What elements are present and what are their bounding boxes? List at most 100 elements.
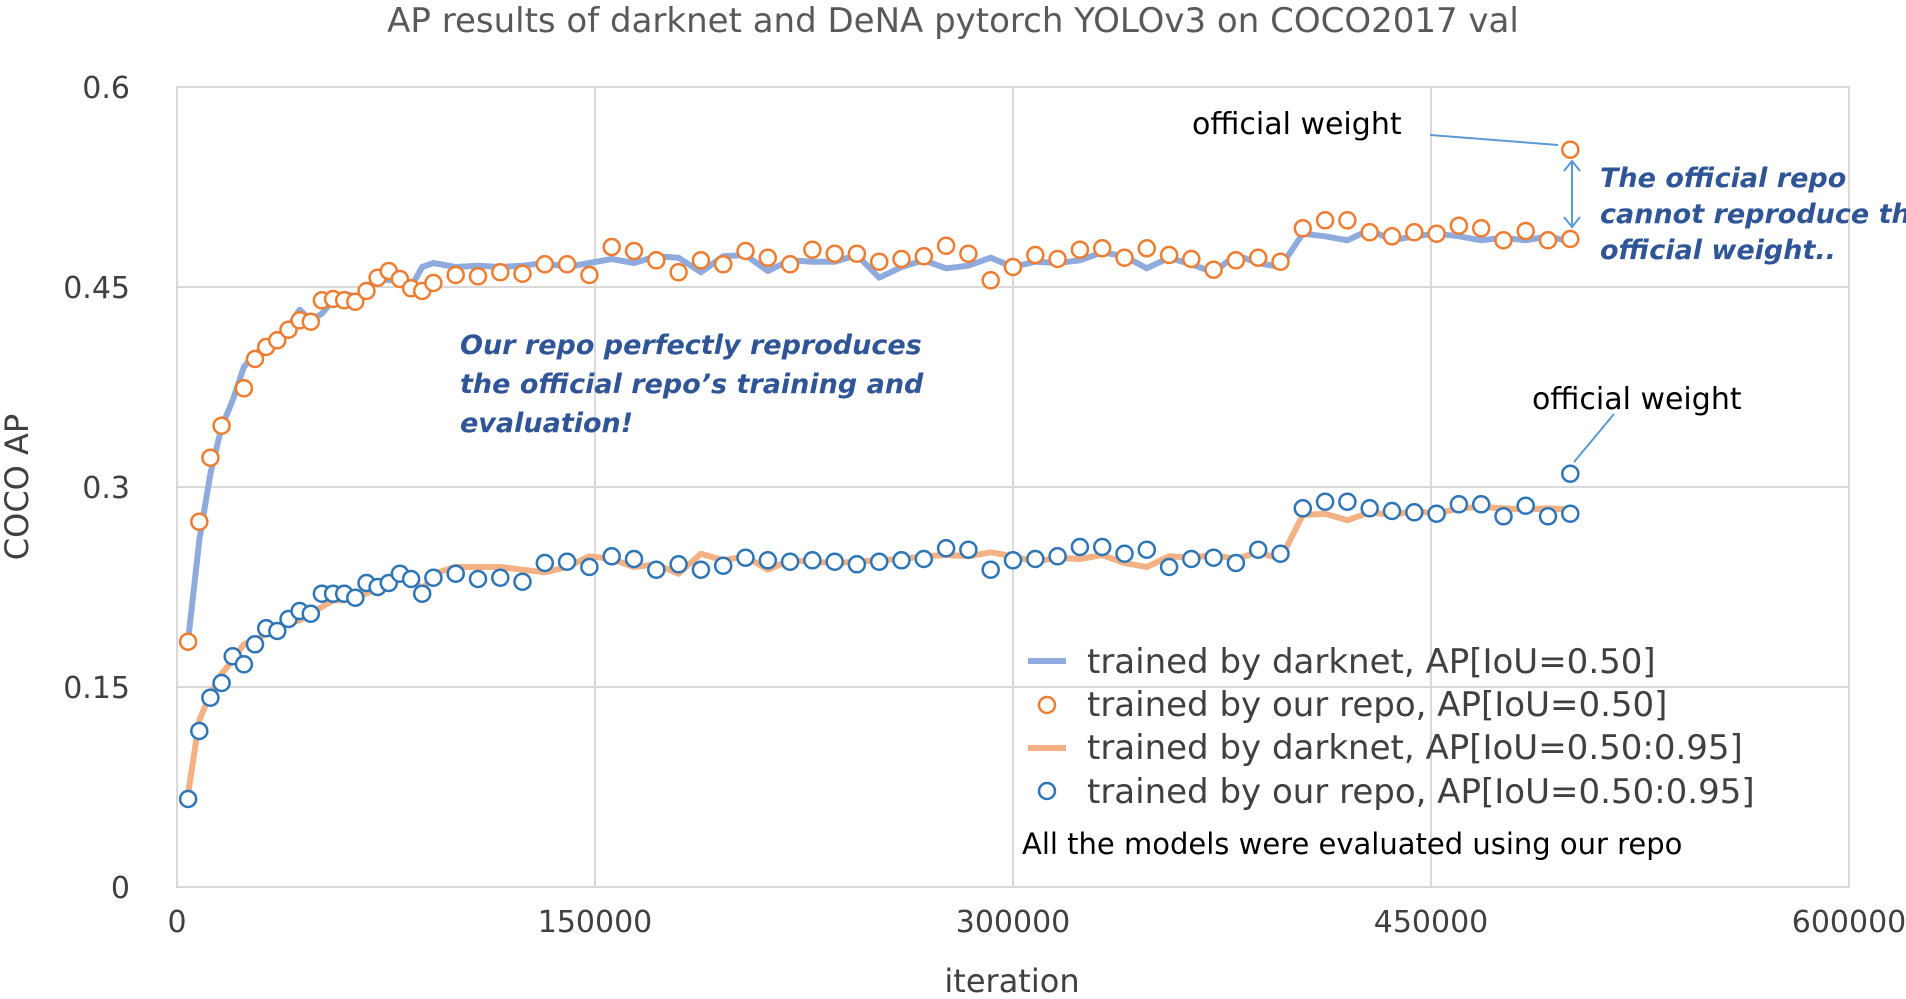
series-3-point-60 xyxy=(1271,544,1290,563)
series-3-point-38 xyxy=(780,552,800,571)
series-3-point-49 xyxy=(1026,549,1045,569)
series-line-2 xyxy=(185,504,1574,797)
series-3-point-70 xyxy=(1494,507,1513,526)
series-3-point-8 xyxy=(268,621,287,641)
series-1-point-2 xyxy=(201,448,220,467)
legend-swatch-ours-ap50 xyxy=(1037,695,1057,715)
legend-swatch-ours-ap5095 xyxy=(1037,781,1057,801)
gap-arrow xyxy=(1563,159,1581,229)
series-3-point-24 xyxy=(468,569,488,589)
series-1-point-72 xyxy=(1561,229,1580,249)
callout-leader-bottom xyxy=(1573,413,1615,463)
series-3-point-46 xyxy=(959,540,978,559)
series-1-point-27 xyxy=(557,255,577,274)
series-1-point-34 xyxy=(713,255,733,274)
series-1-point-42 xyxy=(892,249,911,269)
series-3-point-25 xyxy=(491,568,510,587)
series-1-point-43 xyxy=(914,247,934,266)
series-3-point-62 xyxy=(1315,492,1335,511)
series-3-point-32 xyxy=(647,560,666,579)
series-3-point-55 xyxy=(1159,557,1179,577)
series-3-point-6 xyxy=(245,635,265,654)
series-3-point-50 xyxy=(1048,547,1067,566)
callout-official-weight-top: official weight xyxy=(1192,107,1402,142)
series-1-point-49 xyxy=(1048,249,1067,269)
series-3-point-43 xyxy=(892,551,911,570)
series-3-point-26 xyxy=(513,572,532,591)
series-1-point-68 xyxy=(1471,219,1491,238)
series-3-point-0 xyxy=(178,789,198,809)
series-1-point-57 xyxy=(1226,251,1246,270)
series-1-point-66 xyxy=(1427,224,1446,243)
series-1-point-65 xyxy=(1405,223,1424,242)
series-3-point-27 xyxy=(535,553,555,573)
series-3-point-64 xyxy=(1360,499,1379,518)
series-3-point-63 xyxy=(1338,492,1357,511)
series-1-point-36 xyxy=(758,248,778,267)
series-1-point-53 xyxy=(1137,239,1157,258)
series-3-point-35 xyxy=(713,556,733,575)
series-3-point-71 xyxy=(1516,496,1535,515)
series-1-point-58 xyxy=(1248,248,1268,267)
series-1-point-24 xyxy=(491,263,510,282)
x-tick-label-0: 0 xyxy=(167,905,186,940)
series-1-point-60 xyxy=(1293,219,1313,238)
series-3-point-61 xyxy=(1293,499,1313,518)
gap-note-line-1: The official repo xyxy=(1600,163,1846,194)
y-tick-label-0: 0 xyxy=(111,871,130,906)
series-3-point-47 xyxy=(981,560,1000,579)
series-layer xyxy=(178,140,1580,809)
series-1-point-15 xyxy=(357,281,376,301)
series-1-point-56 xyxy=(1204,260,1223,279)
series-3-point-22 xyxy=(424,568,443,587)
legend-label-ours-ap5095: trained by our repo, AP[IoU=0.50:0.95] xyxy=(1087,772,1755,812)
series-3-point-65 xyxy=(1382,501,1402,521)
series-1-point-70 xyxy=(1516,221,1535,241)
series-1-point-25 xyxy=(513,264,532,283)
series-3-point-72 xyxy=(1538,507,1558,526)
series-3-point-44 xyxy=(914,549,934,569)
series-1-point-33 xyxy=(691,251,711,270)
series-1-point-30 xyxy=(624,241,644,261)
series-1-point-44 xyxy=(936,236,956,255)
series-1-point-46 xyxy=(981,271,1000,290)
series-3-point-23 xyxy=(446,564,465,583)
series-3-point-30 xyxy=(602,547,621,566)
series-1-point-50 xyxy=(1070,240,1090,259)
chart-title: AP results of darknet and DeNA pytorch Y… xyxy=(387,1,1519,41)
series-3-point-45 xyxy=(936,539,956,558)
series-3-point-5 xyxy=(234,655,254,674)
callout-official-weight-bottom: official weight xyxy=(1532,382,1742,417)
y-tick-label-4: 0.6 xyxy=(82,71,130,106)
series-3-point-73 xyxy=(1561,504,1580,523)
series-3-point-56 xyxy=(1182,549,1201,569)
series-3-point-31 xyxy=(624,549,644,569)
series-1-point-7 xyxy=(268,331,287,350)
series-1-point-51 xyxy=(1092,239,1112,258)
series-3-point-33 xyxy=(669,555,688,574)
series-3-point-11 xyxy=(301,604,321,623)
series-line-0 xyxy=(185,226,1574,644)
series-3-point-58 xyxy=(1226,553,1246,573)
series-1-point-40 xyxy=(847,244,867,263)
series-1-point-22 xyxy=(446,265,465,285)
series-1-point-39 xyxy=(825,244,844,263)
x-tick-label-2: 300000 xyxy=(956,905,1071,940)
series-1-point-10 xyxy=(301,312,321,331)
series-3-point-48 xyxy=(1003,551,1023,570)
series-1-point-73 xyxy=(1561,140,1580,159)
series-1-point-14 xyxy=(346,292,365,311)
series-3-point-52 xyxy=(1092,537,1112,557)
series-3-point-42 xyxy=(869,552,889,571)
series-3-point-29 xyxy=(580,557,599,577)
series-3-point-57 xyxy=(1204,548,1223,567)
series-1-point-41 xyxy=(869,252,889,271)
legend-label-darknet-ap5095: trained by darknet, AP[IoU=0.50:0.95] xyxy=(1087,728,1743,768)
y-axis-label: COCO AP xyxy=(0,414,36,560)
series-3-point-59 xyxy=(1248,540,1268,559)
series-3-point-67 xyxy=(1427,504,1446,523)
series-1-point-52 xyxy=(1115,248,1134,267)
series-1-point-26 xyxy=(535,255,555,274)
legend: trained by darknet, AP[IoU=0.50] trained… xyxy=(1022,642,1755,861)
series-1-point-37 xyxy=(780,255,800,274)
